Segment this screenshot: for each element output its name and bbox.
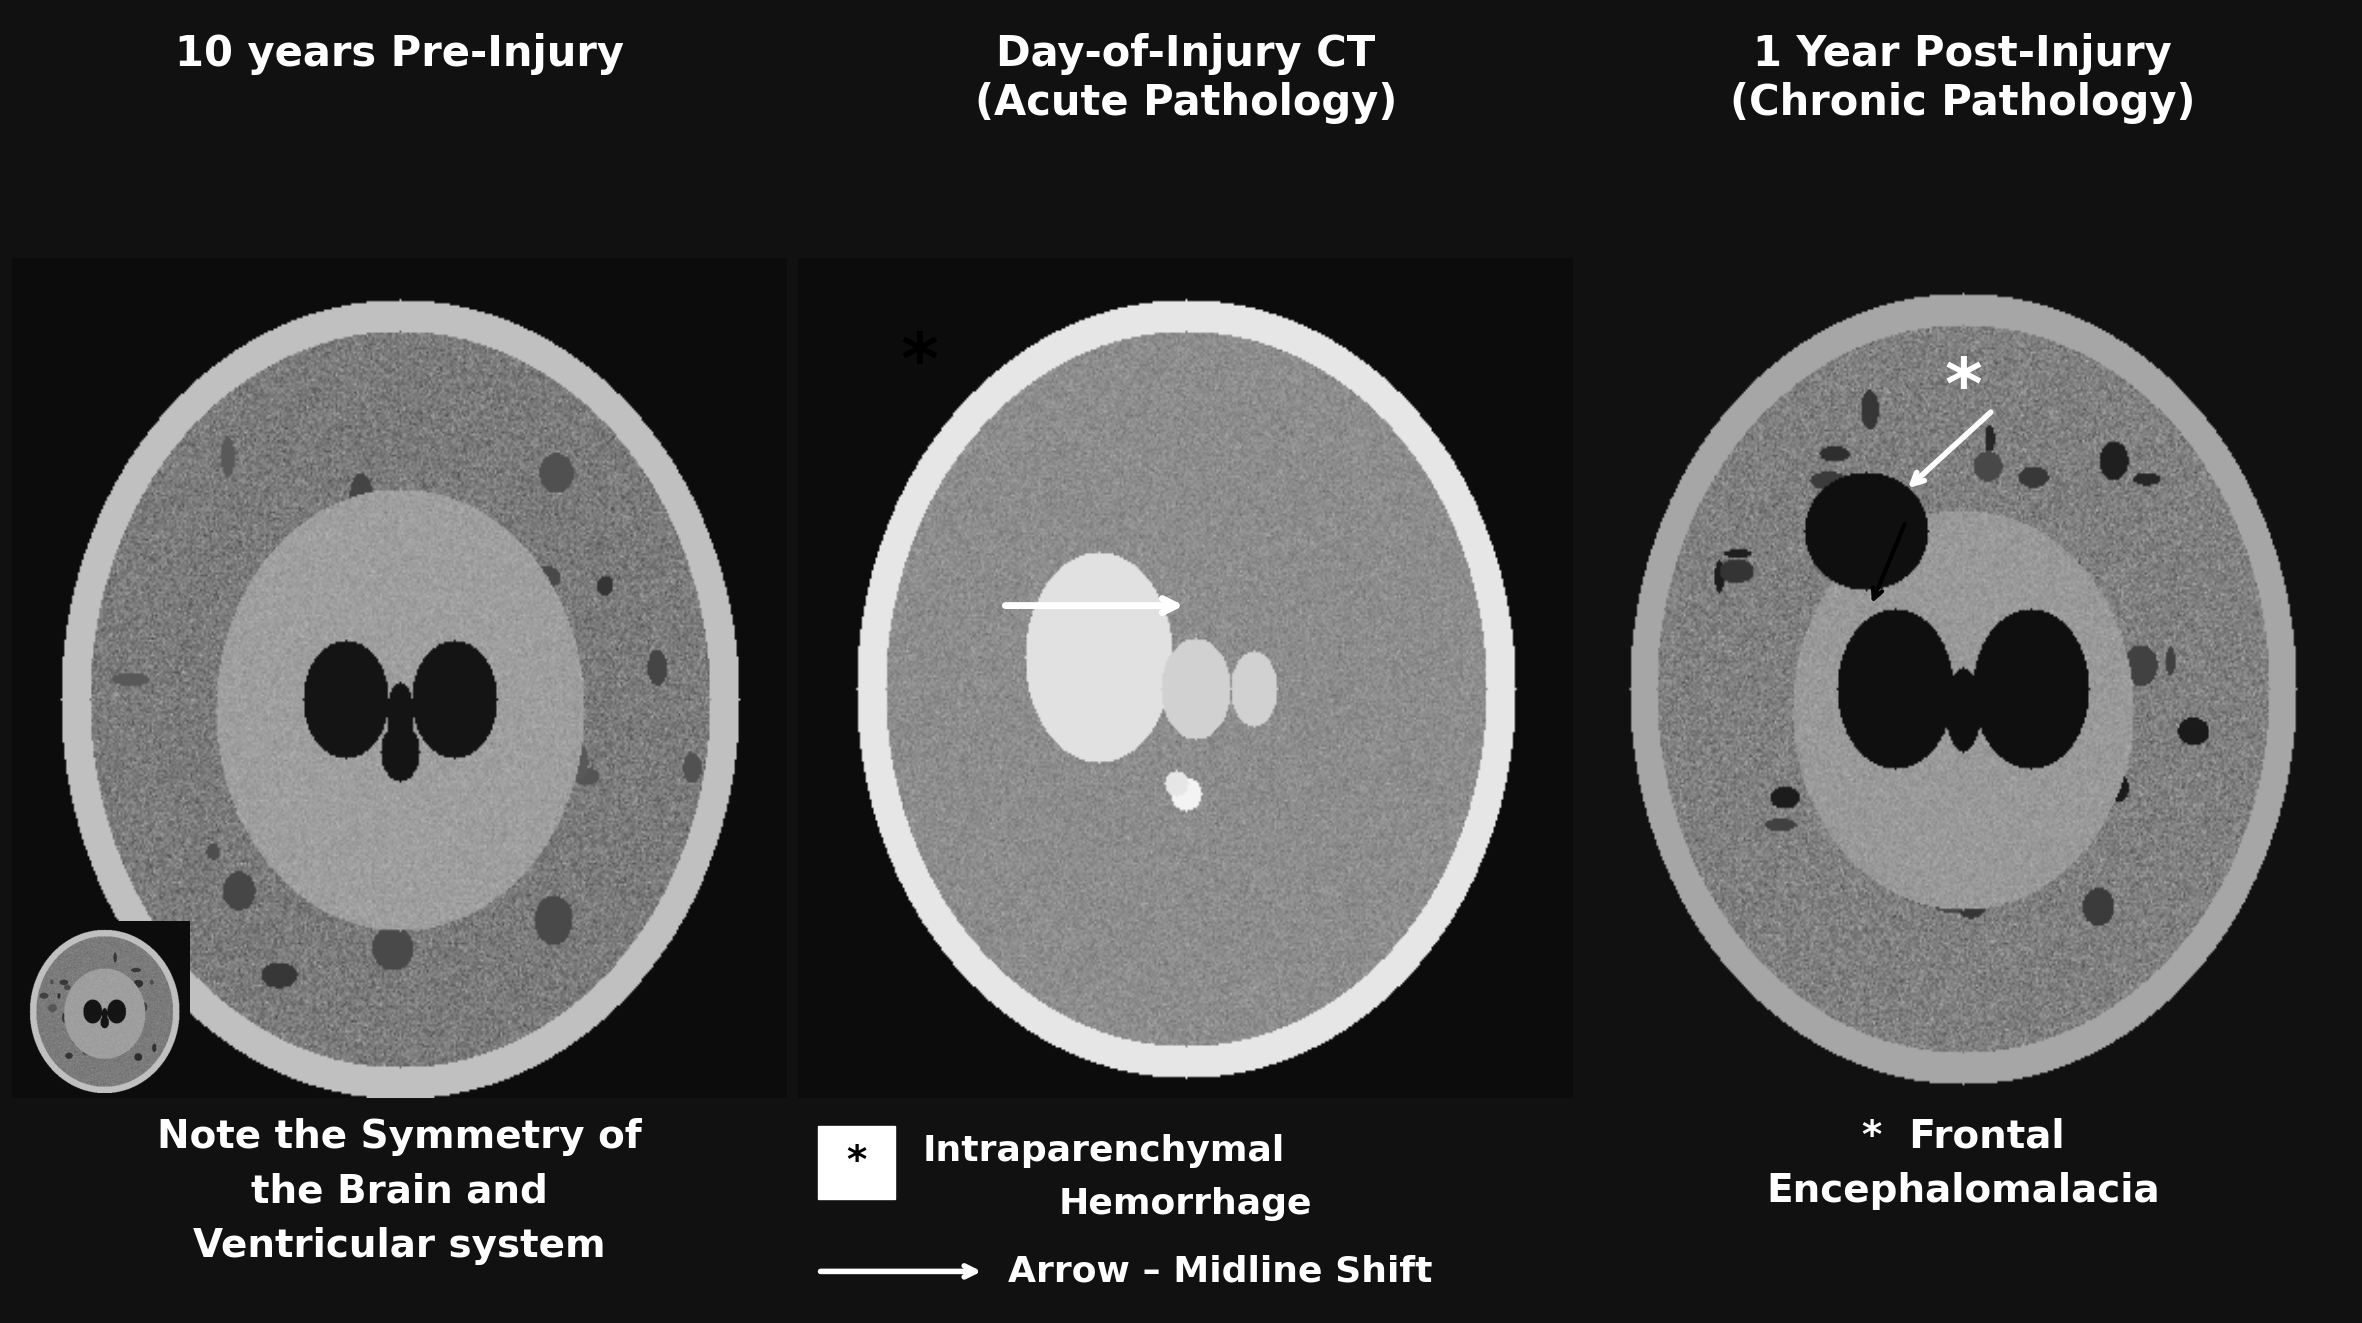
Text: Intraparenchymal: Intraparenchymal [921,1134,1285,1167]
Text: Hemorrhage: Hemorrhage [1058,1187,1313,1221]
Text: Note the Symmetry of
the Brain and
Ventricular system: Note the Symmetry of the Brain and Ventr… [156,1118,642,1265]
FancyBboxPatch shape [817,1126,895,1199]
Text: *  Frontal
Encephalomalacia: * Frontal Encephalomalacia [1767,1118,2159,1211]
Text: 10 years Pre-Injury: 10 years Pre-Injury [175,33,624,75]
Text: *: * [1944,355,1982,423]
Text: *: * [900,329,938,398]
Text: Day-of-Injury CT
(Acute Pathology): Day-of-Injury CT (Acute Pathology) [976,33,1396,123]
Text: 1 Year Post-Injury
(Chronic Pathology): 1 Year Post-Injury (Chronic Pathology) [1729,33,2197,123]
Text: *: * [846,1143,867,1181]
Text: Arrow – Midline Shift: Arrow – Midline Shift [1009,1254,1431,1289]
